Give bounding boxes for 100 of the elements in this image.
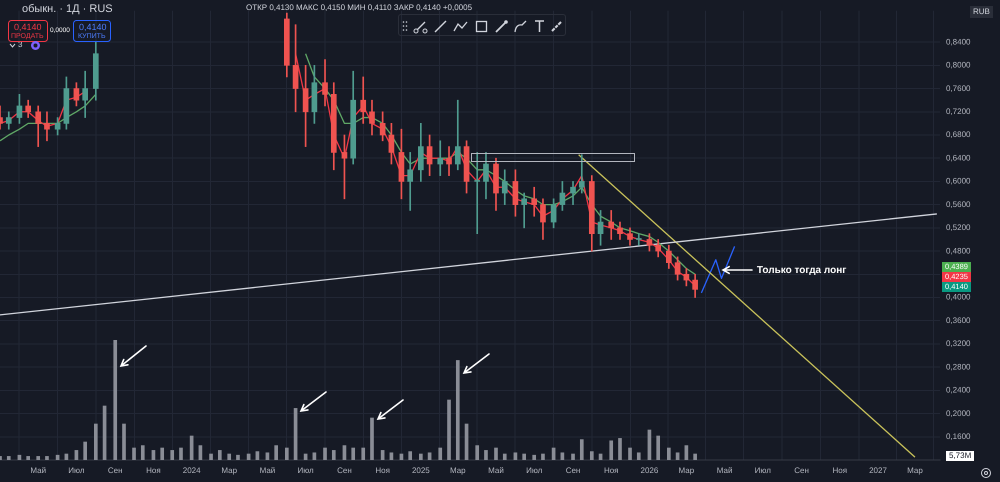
bar: [464, 424, 468, 460]
x-tick-label: Сен: [337, 466, 352, 476]
x-tick-label: 2024: [182, 466, 202, 476]
bar: [693, 454, 697, 460]
y-tick-label: 0,6800: [946, 130, 972, 140]
bar: [198, 445, 202, 460]
bar: [598, 454, 602, 460]
x-tick-label: Май: [30, 466, 46, 476]
bar: [571, 454, 575, 460]
x-tick-label: Сен: [794, 466, 809, 476]
bar: [419, 454, 423, 460]
bar: [502, 454, 507, 460]
bar: [294, 408, 298, 460]
bar: [552, 448, 556, 460]
bar: [428, 452, 432, 460]
chart-title: обыкн. · 1Д · RUS: [22, 3, 113, 15]
bar: [447, 400, 451, 460]
x-tick-label: Мар: [907, 466, 924, 476]
bar: [227, 454, 232, 460]
bar: [590, 451, 594, 460]
bar: [532, 454, 536, 460]
x-tick-label: Ноя: [832, 466, 848, 476]
bar: [56, 454, 60, 460]
bar: [312, 452, 316, 460]
y-tick-label: 0,8000: [946, 60, 972, 70]
bar: [323, 448, 327, 460]
bar: [390, 452, 394, 460]
bar: [332, 450, 336, 460]
bar: [236, 454, 240, 460]
bar: [656, 436, 660, 460]
x-tick-label: Июл: [68, 466, 85, 476]
bar: [351, 448, 356, 460]
bar: [113, 340, 118, 460]
bar: [667, 448, 671, 460]
x-tick-label: Мар: [678, 466, 695, 476]
bar: [246, 454, 250, 460]
x-tick-label: Май: [488, 466, 504, 476]
bar: [618, 438, 622, 460]
bar: [522, 454, 526, 460]
y-tick-label: 0,3200: [946, 339, 972, 348]
bar: [438, 448, 442, 460]
bar: [370, 418, 374, 460]
bar: [18, 454, 22, 460]
bar: [122, 424, 126, 460]
x-tick-label: Сен: [566, 466, 580, 476]
annotation: 0,4140: [79, 22, 107, 32]
x-tick-label: Ноя: [604, 466, 618, 476]
bar: [140, 445, 145, 460]
y-tick-label: 0,6400: [946, 153, 972, 162]
bar: [400, 454, 404, 460]
bar: [284, 448, 289, 460]
bar: [676, 452, 680, 460]
bar: [494, 448, 498, 460]
bar: [132, 448, 136, 460]
x-tick-label: Июл: [754, 466, 772, 476]
bar: [475, 445, 480, 460]
bar: [102, 406, 106, 460]
bar: [628, 448, 632, 460]
bar: [256, 451, 260, 460]
bar: [342, 445, 346, 460]
bar: [209, 454, 213, 460]
x-tick-label: Июл: [297, 466, 314, 476]
bar: [684, 445, 688, 460]
bar: [560, 452, 564, 460]
bar: [74, 450, 78, 460]
y-tick-label: 0,8400: [946, 37, 972, 46]
y-tick-label: 0,5600: [946, 200, 972, 209]
y-tick-label: 0,2800: [946, 362, 972, 372]
y-tick-label: 0,2000: [946, 408, 972, 418]
bar: [380, 450, 384, 460]
bar: [64, 454, 68, 460]
y-tick-label: 0,6000: [946, 176, 972, 186]
x-tick-label: Мар: [450, 466, 466, 476]
bar: [541, 454, 545, 460]
x-tick-label: Мар: [221, 466, 238, 476]
bar: [274, 445, 278, 460]
y-tick-label: 0,7600: [946, 84, 972, 93]
annotation: ОТКР 0,4130 МАКС 0,4150 МИН 0,4110 ЗАКР 0,4140 +0,0005: [246, 3, 472, 12]
y-tick-label: 0,2400: [946, 386, 972, 395]
y-tick-label: 0,7200: [946, 106, 972, 116]
y-tick-label: 0,5200: [946, 223, 972, 232]
bar: [160, 448, 164, 460]
annotation: 0,4140: [14, 22, 42, 32]
y-tick-label: 0,4800: [946, 246, 972, 256]
x-tick-label: Май: [260, 466, 276, 476]
bar: [36, 456, 40, 460]
bar: [179, 448, 183, 460]
bar: [609, 440, 614, 460]
x-tick-label: 2027: [869, 466, 888, 476]
bar: [408, 451, 412, 460]
bar: [361, 448, 366, 460]
bar: [580, 439, 584, 460]
bar: [190, 436, 194, 460]
bar: [648, 430, 652, 460]
y-tick-label: 0,1600: [946, 432, 972, 441]
x-tick-label: Ноя: [375, 466, 390, 476]
annotation: Только тогда лонг: [756, 264, 846, 276]
bar: [152, 450, 156, 460]
x-tick-label: Ноя: [146, 466, 161, 476]
bar: [94, 424, 98, 460]
